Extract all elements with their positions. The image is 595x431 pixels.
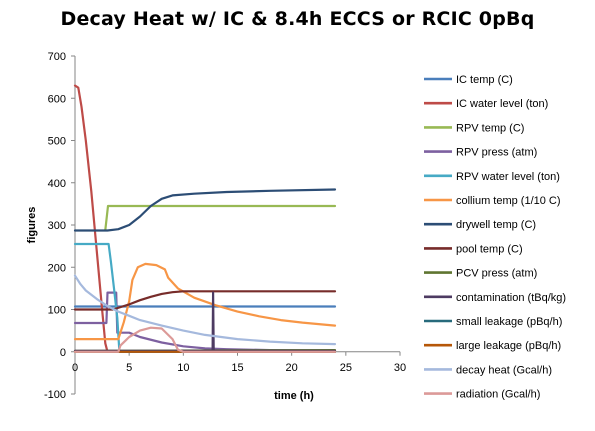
legend-label: IC water level (ton) bbox=[456, 98, 548, 110]
legend-label: RPV water level (ton) bbox=[456, 171, 560, 183]
series-line-3 bbox=[73, 291, 337, 352]
y-tick-label: 300 bbox=[48, 220, 66, 232]
y-tick-label: 500 bbox=[48, 136, 66, 148]
legend-label: large leakage (pBq/h) bbox=[456, 340, 561, 352]
y-tick-label: 600 bbox=[48, 93, 66, 105]
y-tick-label: 700 bbox=[48, 51, 66, 63]
x-tick-label: 30 bbox=[394, 362, 406, 374]
x-axis-label: time (h) bbox=[274, 390, 314, 402]
series-line-7 bbox=[73, 290, 337, 311]
legend-label: radiation (Gcal/h) bbox=[456, 389, 540, 401]
series-line-5 bbox=[73, 262, 337, 341]
legend-label: IC temp (C) bbox=[456, 74, 513, 86]
legend-label: decay heat (Gcal/h) bbox=[456, 364, 552, 376]
series-line-6 bbox=[73, 188, 337, 232]
legend-label: RPV press (atm) bbox=[456, 147, 537, 159]
x-tick-label: 25 bbox=[340, 362, 352, 374]
chart-title: Decay Heat w/ IC & 8.4h ECCS or RCIC 0pB… bbox=[60, 8, 535, 30]
x-tick-label: 10 bbox=[177, 362, 189, 374]
series-lines bbox=[73, 84, 337, 353]
y-tick-label: 200 bbox=[48, 262, 66, 274]
series-line-13 bbox=[73, 326, 337, 353]
legend-label: small leakage (pBq/h) bbox=[456, 316, 562, 328]
series-line-12 bbox=[73, 274, 337, 346]
legend-label: contamination (tBq/kg) bbox=[456, 292, 566, 304]
y-axis-label: figures bbox=[26, 207, 38, 244]
y-tick-label: 400 bbox=[48, 178, 66, 190]
legend-label: PCV press (atm) bbox=[456, 268, 537, 280]
legend-label: pool temp (C) bbox=[456, 243, 523, 255]
axes: -100 0 100 200 300 400 500 600 700 0 5 10 15 20 25 30 ti… bbox=[26, 51, 406, 402]
x-tick-label: 5 bbox=[126, 362, 132, 374]
y-tick-label: 100 bbox=[48, 305, 66, 317]
legend-label: collium temp (1/10 C) bbox=[456, 195, 561, 207]
legend-label: RPV temp (C) bbox=[456, 122, 524, 134]
legend: IC temp (C) IC water level (ton) RPV temp … bbox=[424, 74, 566, 401]
series-line-1 bbox=[73, 84, 337, 353]
y-tick-label: 0 bbox=[60, 347, 66, 359]
series-line-2 bbox=[104, 204, 337, 232]
x-tick-label: 0 bbox=[72, 362, 78, 374]
x-tick-label: 20 bbox=[286, 362, 298, 374]
legend-label: drywell temp (C) bbox=[456, 219, 536, 231]
x-tick-label: 15 bbox=[231, 362, 243, 374]
y-tick-label: -100 bbox=[44, 389, 66, 401]
